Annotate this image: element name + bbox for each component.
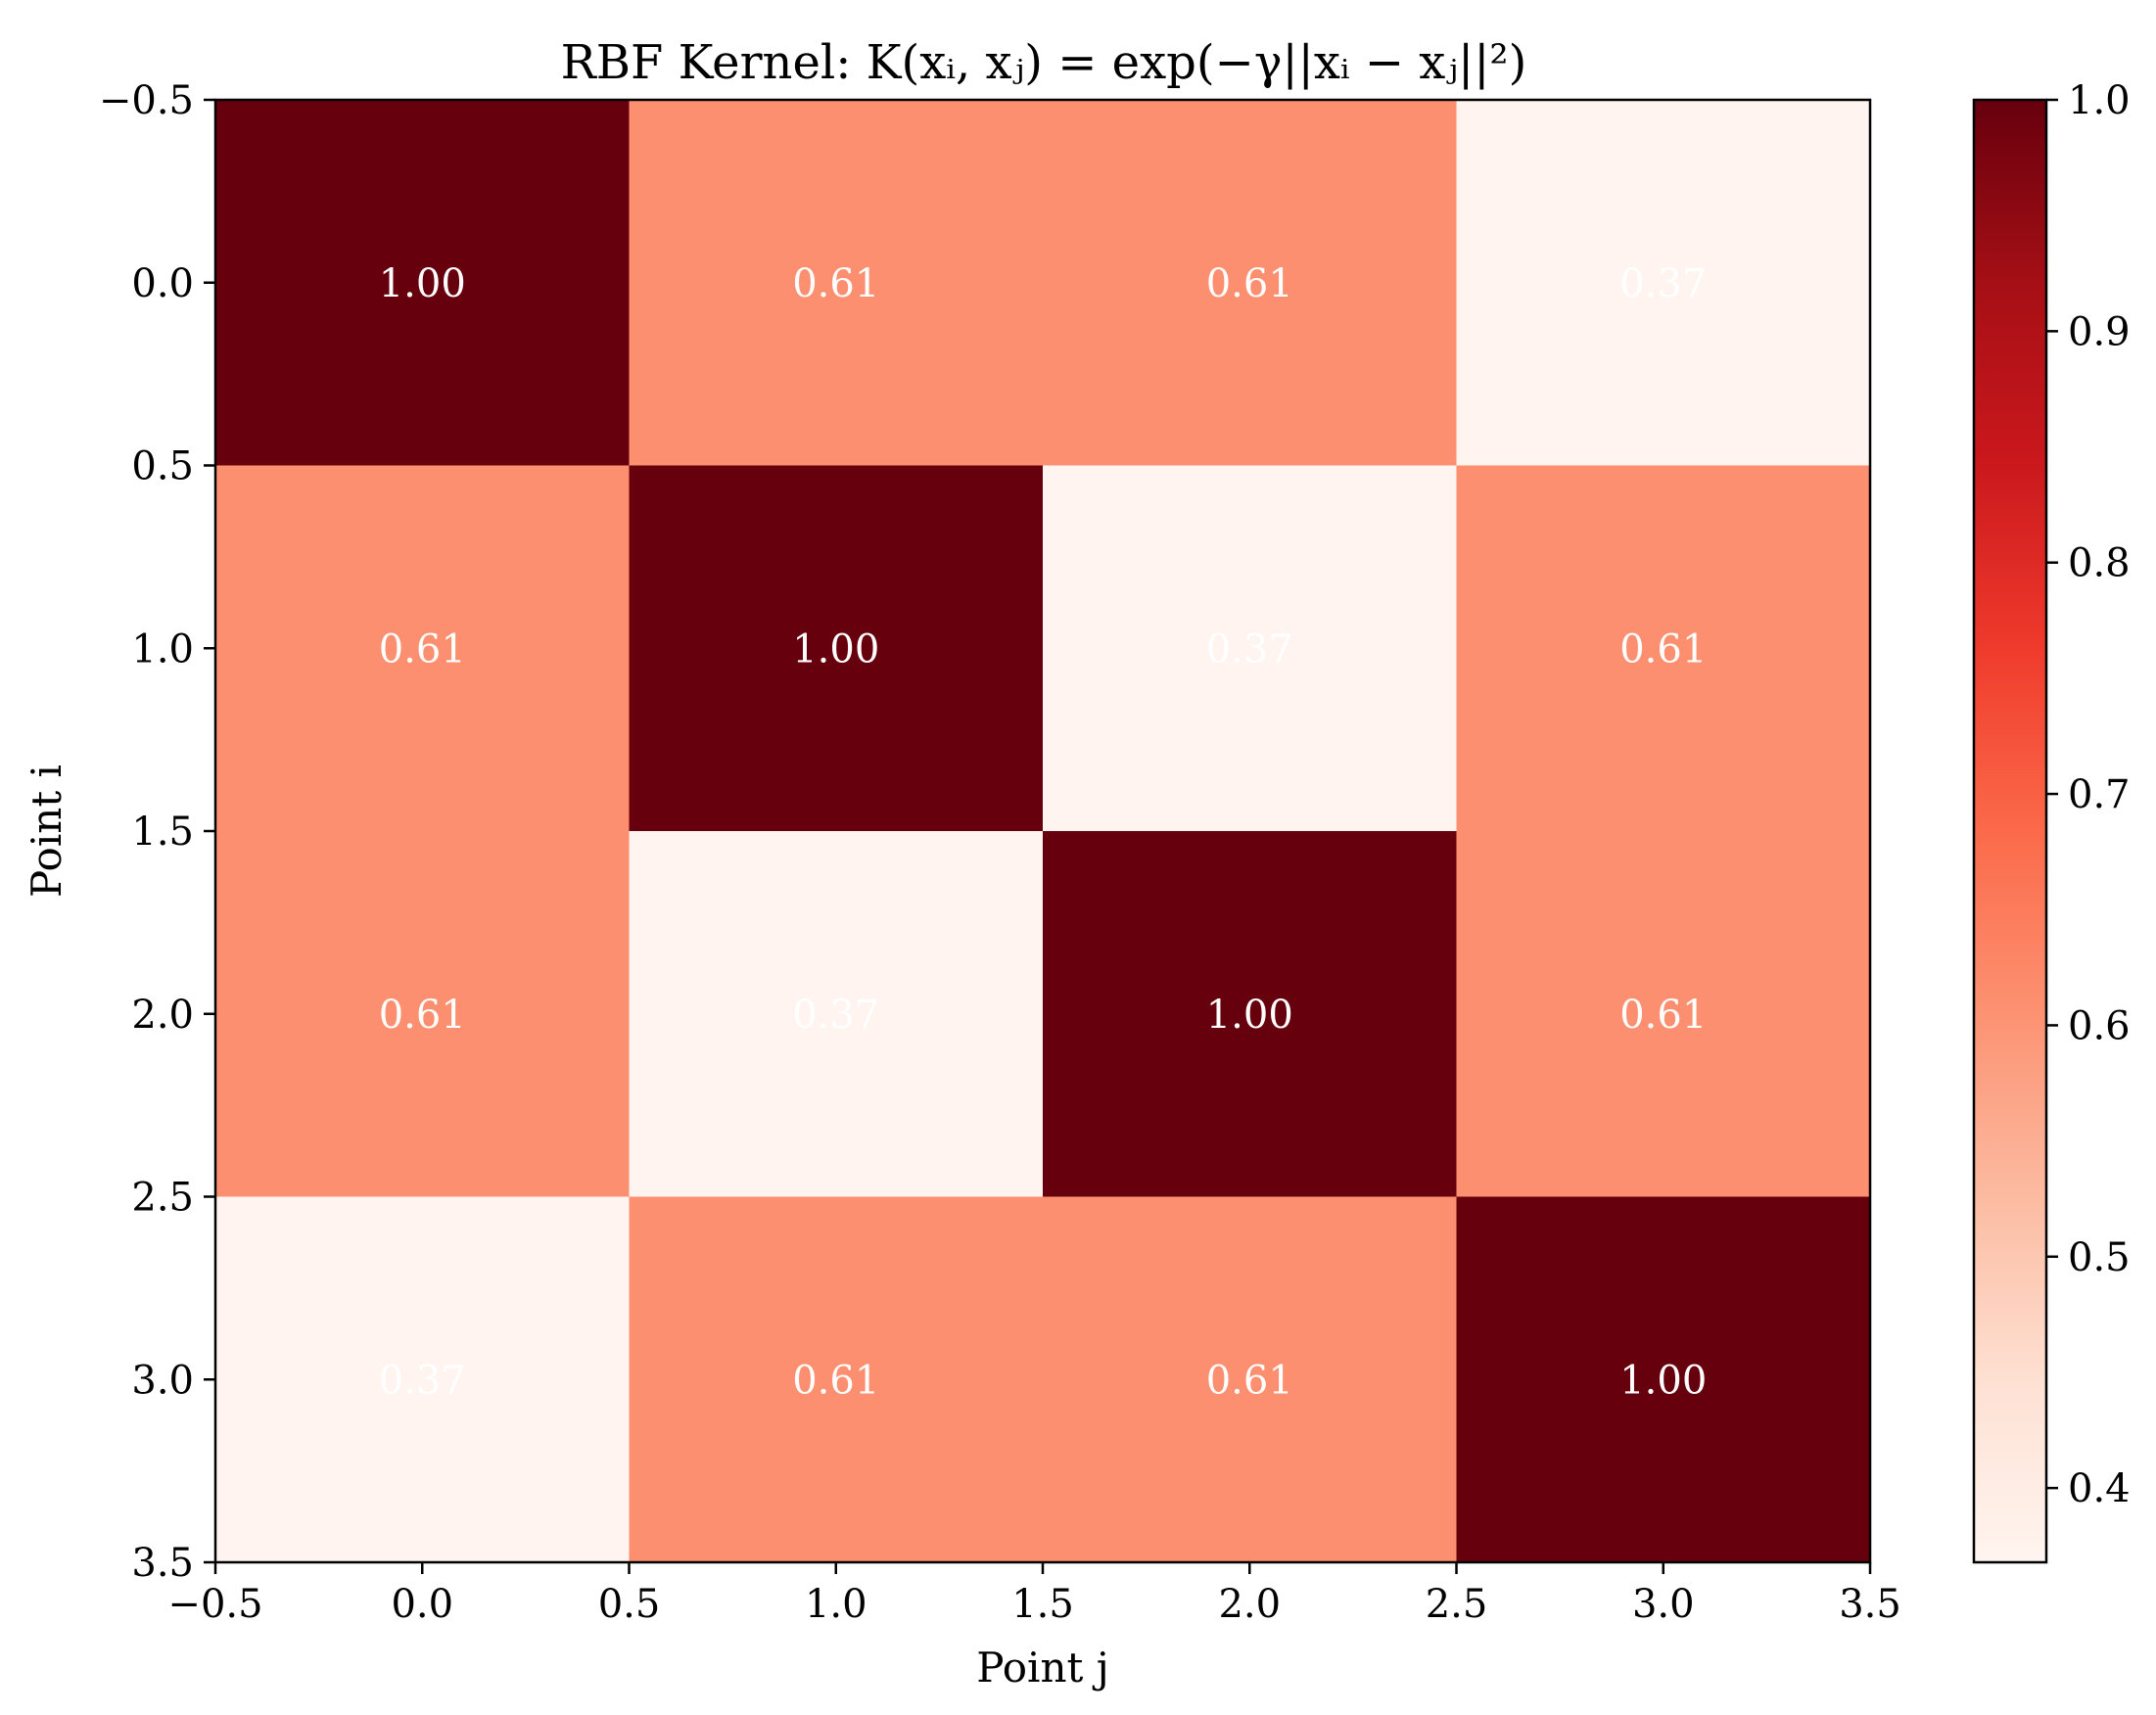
colorbar-tick-label: 0.6	[2068, 1003, 2131, 1048]
heatmap-cell-2-2	[1043, 831, 1457, 1197]
x-axis-label: Point j	[976, 1644, 1109, 1692]
heatmap-cell-3-1	[629, 1196, 1044, 1563]
heatmap-cell-2-3	[1456, 831, 1871, 1197]
x-tick-label: 3.0	[1632, 1582, 1695, 1627]
y-axis-ticks: −0.5 0.0 0.5 1.0 1.5 2.0 2.5 3.0 3.5	[99, 78, 215, 1586]
cell-label-3-1: 0.61	[792, 1358, 879, 1403]
heatmap-cell-0-0	[215, 100, 630, 466]
y-tick-label: 3.0	[131, 1358, 194, 1403]
cell-label-3-3: 1.00	[1619, 1358, 1707, 1403]
heatmap-cell-0-1	[629, 100, 1044, 466]
cell-label-2-2: 1.00	[1206, 993, 1293, 1038]
colorbar-tick-label: 0.5	[2068, 1235, 2131, 1280]
y-tick-label: 3.5	[131, 1541, 194, 1586]
heatmap-cell-3-2	[1043, 1196, 1457, 1563]
y-tick-label: −0.5	[99, 78, 194, 123]
y-tick-label: 0.0	[131, 261, 194, 306]
x-tick-label: 2.0	[1218, 1582, 1281, 1627]
colorbar-tick-label: 0.8	[2068, 541, 2131, 586]
y-tick-label: 1.5	[131, 810, 194, 855]
heatmap-cell-1-0	[215, 465, 630, 832]
cell-label-1-2: 0.37	[1206, 626, 1293, 672]
cell-label-2-3: 0.61	[1619, 993, 1707, 1038]
heatmap-cell-0-3	[1456, 100, 1871, 466]
heatmap-cell-2-0	[215, 831, 630, 1197]
cell-label-3-0: 0.37	[379, 1358, 466, 1403]
cell-label-1-3: 0.61	[1619, 626, 1707, 672]
heatmap-cells	[215, 100, 1871, 1563]
cell-label-3-2: 0.61	[1206, 1358, 1293, 1403]
colorbar	[1972, 98, 2048, 1564]
cell-label-1-1: 1.00	[792, 626, 879, 672]
y-tick-label: 2.5	[131, 1176, 194, 1221]
x-tick-label: 1.0	[805, 1582, 867, 1627]
y-tick-label: 0.5	[131, 444, 194, 489]
heatmap-cell-0-2	[1043, 100, 1457, 466]
cell-label-2-0: 0.61	[379, 993, 466, 1038]
heatmap-cell-1-3	[1456, 465, 1871, 832]
y-tick-label: 2.0	[131, 993, 194, 1038]
colorbar-tick-label: 0.9	[2068, 309, 2131, 354]
x-tick-label: 0.5	[598, 1582, 661, 1627]
heatmap-cell-labels: 1.00 0.61 0.61 0.37 0.61 1.00 0.37 0.61 0.61 0.37…	[379, 261, 1708, 1404]
colorbar-ticks: 0.4 0.5 0.6 0.7 0.8 0.9 1.0	[2046, 78, 2131, 1511]
cell-label-0-0: 1.00	[379, 261, 466, 306]
heatmap-cell-3-3	[1456, 1196, 1871, 1563]
cell-label-1-0: 0.61	[379, 626, 466, 672]
colorbar-tick-label: 1.0	[2068, 78, 2131, 123]
heatmap-cell-2-1	[629, 831, 1044, 1197]
x-tick-label: 0.0	[391, 1582, 453, 1627]
y-tick-label: 1.0	[131, 626, 194, 672]
cell-label-0-2: 0.61	[1206, 261, 1293, 306]
x-tick-label: 3.5	[1839, 1582, 1901, 1627]
x-tick-label: −0.5	[167, 1582, 262, 1627]
x-axis-ticks: −0.5 0.0 0.5 1.0 1.5 2.0 2.5 3.0 3.5	[167, 1562, 1901, 1627]
cell-label-0-3: 0.37	[1619, 261, 1707, 306]
heatmap-cell-3-0	[215, 1196, 630, 1563]
chart-title: RBF Kernel: K(xᵢ, xⱼ) = exp(−γ||xᵢ − xⱼ|…	[561, 35, 1527, 90]
y-axis-label: Point i	[23, 765, 70, 898]
x-tick-label: 2.5	[1426, 1582, 1488, 1627]
colorbar-tick-label: 0.7	[2068, 772, 2131, 817]
cell-label-2-1: 0.37	[792, 993, 879, 1038]
x-tick-label: 1.5	[1011, 1582, 1074, 1627]
cell-label-0-1: 0.61	[792, 261, 879, 306]
colorbar-tick-label: 0.4	[2068, 1466, 2131, 1511]
heatmap-cell-1-1	[629, 465, 1044, 832]
heatmap-cell-1-2	[1043, 465, 1457, 832]
